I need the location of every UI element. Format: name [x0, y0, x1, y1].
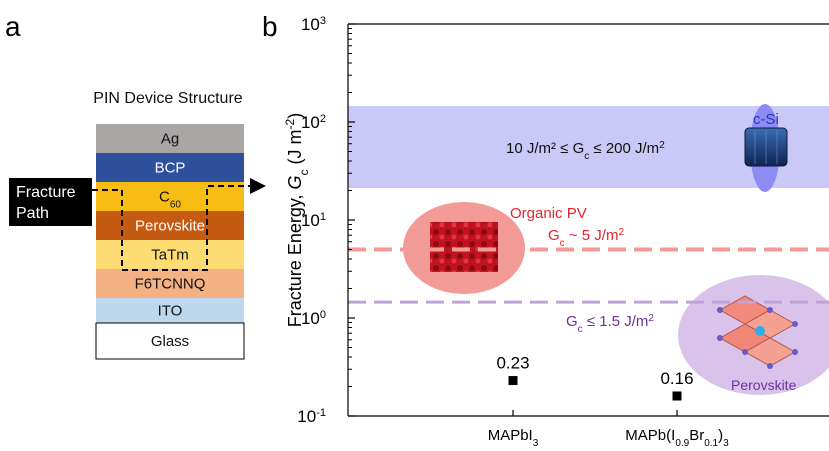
fracture-label-line1: Fracture	[16, 184, 76, 201]
data-point-1	[508, 376, 518, 386]
layer-ag	[96, 124, 244, 153]
layer-label-glass: Glass	[151, 333, 189, 350]
layer-f6tcnnq	[96, 269, 244, 298]
layer-bcp	[96, 153, 244, 182]
layer-label-c60: C60	[159, 189, 181, 211]
layer-label-tatm: TaTm	[151, 247, 189, 264]
fracture-label-line2: Path	[16, 205, 49, 222]
layer-label-f6tcnnq: F6TCNNQ	[135, 276, 206, 293]
layer-tatm	[96, 240, 244, 269]
data-point-2	[672, 391, 682, 401]
x-tick-label-mapbi3: MAPbI3	[488, 427, 539, 446]
layer-label-bcp: BCP	[155, 160, 186, 177]
data-label-1: 0.23	[496, 354, 529, 373]
y-axis-label: Fracture Energy, Gc (J m-2)	[283, 113, 311, 327]
layer-ito	[96, 298, 244, 323]
perovskite-line-label: Gc ≤ 1.5 J/m2	[566, 313, 654, 335]
layer-stack: Ag BCP C60 Perovskite TaTm F6TCNNQ ITO Glass	[95, 124, 245, 360]
y-tick-label: 10-1	[297, 407, 326, 426]
layer-perovskite	[96, 211, 244, 240]
x-tick-label-mapb-mixed: MAPb(I0.9Br0.1)3	[625, 427, 729, 446]
y-tick-label: 103	[301, 15, 326, 34]
y-tick-label: 102	[301, 113, 326, 132]
layer-label-perovskite: Perovskite	[135, 218, 205, 235]
panel-b-label: b	[262, 11, 278, 42]
y-tick-label: 101	[301, 211, 326, 230]
organic-pv-label: Organic PV	[510, 205, 587, 222]
y-tick-label: 100	[301, 309, 326, 328]
data-label-2: 0.16	[660, 369, 693, 388]
csi-label: c-Si	[753, 111, 779, 128]
organic-line-label: Gc ~ 5 J/m2	[548, 227, 624, 249]
perovskite-crystal-image	[717, 295, 798, 369]
fracture-label-box	[9, 178, 92, 226]
csi-band-text: 10 J/m² ≤ Gc ≤ 200 J/m2	[506, 140, 665, 162]
panel-a-label: a	[5, 11, 21, 42]
device-structure-title: PIN Device Structure	[93, 90, 242, 107]
data-marks: 0.23 0.16	[496, 354, 694, 401]
y-ticks: 10-1 100 101 102 103	[297, 15, 678, 426]
perovskite-label: Perovskite	[731, 377, 797, 393]
layer-label-ito: ITO	[158, 303, 183, 320]
fracture-path-line	[92, 178, 266, 271]
layer-label-ag: Ag	[161, 131, 179, 148]
layer-glass	[95, 322, 245, 360]
organic-cells-image	[430, 222, 498, 272]
